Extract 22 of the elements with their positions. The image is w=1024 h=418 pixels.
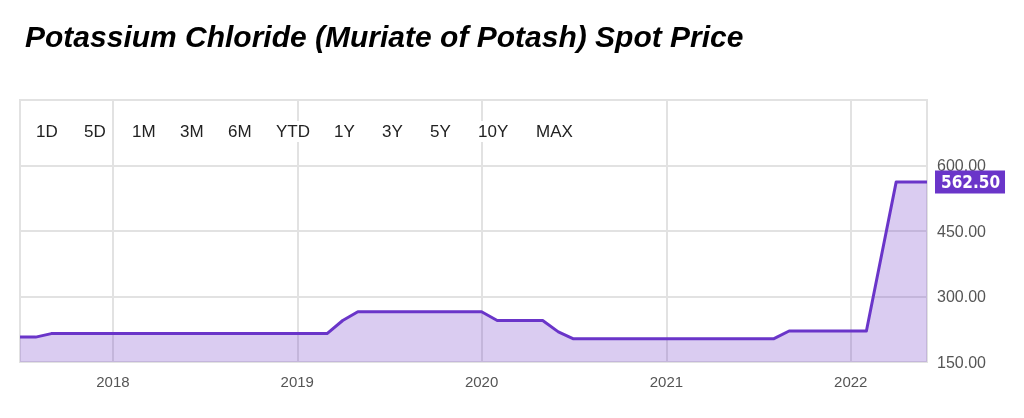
annotation: 5D bbox=[84, 122, 106, 141]
annotation: 3M bbox=[180, 122, 204, 141]
annotation: 1M bbox=[132, 122, 156, 141]
x-tick-label: 2021 bbox=[649, 373, 684, 390]
annotation: 6M bbox=[228, 122, 252, 141]
y-tick-label: 600.00 bbox=[937, 157, 987, 174]
y-tick-label: 300.00 bbox=[937, 288, 987, 305]
annotation: 10Y bbox=[478, 122, 509, 141]
annotation: YTD bbox=[276, 122, 310, 141]
y-tick-label: 450.00 bbox=[937, 222, 987, 240]
x-tick-label: 2022 bbox=[834, 373, 868, 390]
annotation: 1Y bbox=[334, 122, 355, 141]
annotation: 5Y bbox=[430, 122, 451, 141]
data-label: 562.50 bbox=[941, 171, 1001, 192]
y-tick-label: 150.00 bbox=[937, 353, 987, 371]
x-tick-label: 2020 bbox=[464, 373, 499, 390]
x-tick-label: 2019 bbox=[280, 373, 314, 390]
x-tick-label: 2018 bbox=[96, 373, 130, 390]
chart-title: Potassium Chloride (Muriate of Potash) Spot Price bbox=[25, 19, 744, 53]
annotation: MAX bbox=[536, 122, 573, 141]
annotation: 1D bbox=[36, 122, 58, 141]
annotation: 3Y bbox=[382, 122, 403, 141]
